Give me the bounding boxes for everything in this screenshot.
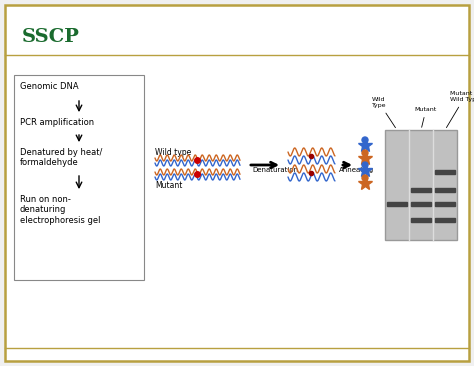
Text: Annealing: Annealing xyxy=(339,167,374,173)
Bar xyxy=(435,218,455,221)
Bar xyxy=(435,170,455,173)
Bar xyxy=(385,130,457,240)
Text: Mutant: Mutant xyxy=(155,181,182,190)
Bar xyxy=(387,202,407,205)
Circle shape xyxy=(362,137,368,143)
Text: Mutant: Mutant xyxy=(415,107,437,127)
Text: Wild
Type: Wild Type xyxy=(372,97,395,128)
Bar xyxy=(411,188,431,191)
Text: Wild type: Wild type xyxy=(155,148,191,157)
Circle shape xyxy=(362,162,368,168)
Text: SSCP: SSCP xyxy=(22,28,80,46)
Bar xyxy=(435,188,455,191)
Circle shape xyxy=(362,150,368,156)
Text: Denaturation: Denaturation xyxy=(252,167,298,173)
Text: PCR amplification: PCR amplification xyxy=(20,118,94,127)
Text: Run on non-
denaturing
electrophoresis gel: Run on non- denaturing electrophoresis g… xyxy=(20,195,100,225)
Bar xyxy=(411,218,431,221)
Text: Mutant +
Wild Type: Mutant + Wild Type xyxy=(447,91,474,128)
Bar xyxy=(14,75,144,280)
Bar xyxy=(411,202,431,205)
Bar xyxy=(435,202,455,205)
Text: Genomic DNA: Genomic DNA xyxy=(20,82,79,91)
Circle shape xyxy=(362,175,368,181)
Text: Denatured by heat/
formaldehyde: Denatured by heat/ formaldehyde xyxy=(20,148,102,167)
